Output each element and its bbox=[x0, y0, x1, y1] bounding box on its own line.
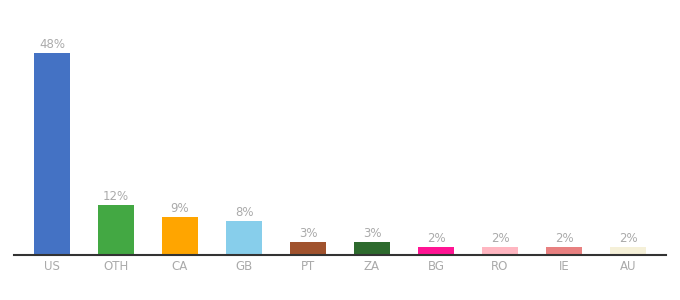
Text: 48%: 48% bbox=[39, 38, 65, 51]
Text: 2%: 2% bbox=[426, 232, 445, 244]
Text: 2%: 2% bbox=[555, 232, 573, 244]
Text: 2%: 2% bbox=[619, 232, 637, 244]
Bar bbox=[611, 247, 645, 255]
Text: 9%: 9% bbox=[171, 202, 189, 215]
Bar bbox=[290, 242, 326, 255]
Text: 3%: 3% bbox=[299, 227, 318, 240]
Bar bbox=[163, 217, 198, 255]
Bar bbox=[418, 247, 454, 255]
Text: 3%: 3% bbox=[362, 227, 381, 240]
Bar bbox=[354, 242, 390, 255]
Text: 12%: 12% bbox=[103, 190, 129, 202]
Text: 8%: 8% bbox=[235, 206, 253, 219]
Bar bbox=[99, 205, 133, 255]
Bar bbox=[226, 221, 262, 255]
Bar bbox=[482, 247, 517, 255]
Bar bbox=[547, 247, 581, 255]
Bar bbox=[35, 53, 69, 255]
Text: 2%: 2% bbox=[491, 232, 509, 244]
